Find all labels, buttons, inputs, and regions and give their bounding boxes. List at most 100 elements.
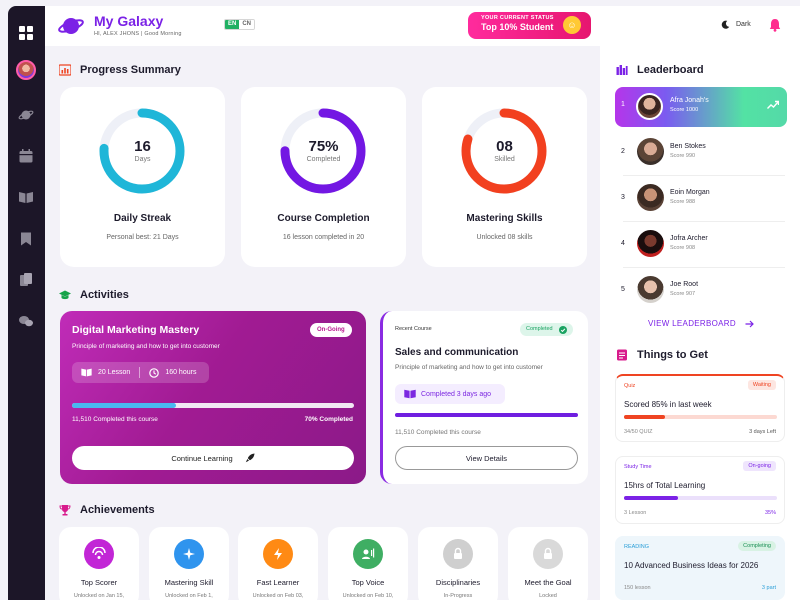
achievement-card[interactable]: Fast Learner Unlocked on Feb 03,	[238, 527, 318, 600]
voice-icon	[353, 539, 383, 569]
achievement-subtitle: Unlocked on Feb 1,	[165, 593, 213, 599]
achievement-title: Top Scorer	[80, 578, 118, 587]
recent-course-title: Sales and communication	[395, 347, 519, 358]
progress-card: 75% Completed Course Completion 16 lesson c…	[241, 87, 406, 267]
bar-chart-icon	[59, 64, 71, 76]
wifi-icon	[84, 539, 114, 569]
player-name: Joe Root	[670, 281, 699, 288]
achievement-card[interactable]: Top Scorer Unlocked on Jan 15,	[59, 527, 139, 600]
trending-up-icon	[767, 100, 779, 109]
view-details-button[interactable]: View Details	[395, 446, 578, 470]
goal-caption: Quiz	[624, 383, 636, 389]
arrow-right-icon	[745, 320, 754, 327]
check-circle-icon	[558, 325, 567, 334]
leaderboard-row-3[interactable]: 3 Eoin Morgan Score 988	[615, 180, 785, 225]
leaderboard-row-4[interactable]: 4 Jofra Archer Score 908	[615, 226, 785, 271]
achievement-subtitle: Locked	[539, 593, 557, 599]
theme-toggle[interactable]: Dark	[721, 20, 751, 29]
progress-ring-fill	[99, 108, 185, 194]
bell-icon[interactable]	[769, 18, 781, 32]
course-card-ongoing[interactable]: Digital Marketing Mastery Principle of m…	[60, 311, 366, 484]
divider	[139, 367, 141, 378]
progress-value: 08	[496, 138, 513, 155]
galaxy-logo-icon	[58, 18, 84, 34]
achievement-subtitle: Unlocked on Jan 15,	[73, 593, 125, 599]
rank: 3	[621, 194, 625, 201]
trophy-icon	[59, 505, 71, 516]
sidebar	[8, 6, 45, 600]
achievement-title: Mastering Skill	[164, 578, 214, 587]
player-score: Score 907	[670, 291, 696, 297]
hours-count: 160 hours	[165, 369, 197, 376]
avatar	[636, 93, 663, 120]
completed-badge: Completed	[520, 323, 573, 336]
player-name: Eoin Morgan	[670, 189, 710, 196]
achievement-subtitle: In-Progress	[443, 593, 473, 599]
completed-ago: Completed 3 days ago	[395, 384, 505, 404]
achievement-title: Fast Learner	[256, 578, 300, 587]
goal-progress-bar	[624, 415, 777, 419]
party-face-icon: ☺	[563, 16, 581, 34]
player-name: Ben Stokes	[670, 143, 706, 150]
goal-card-reading[interactable]: READING Completing 10 Advanced Business …	[615, 536, 785, 600]
planet-icon[interactable]	[17, 106, 35, 124]
goal-card-quiz[interactable]: Quiz Waiting Scored 85% in last week 34/…	[615, 374, 785, 442]
avatar	[637, 276, 664, 303]
divider	[623, 267, 785, 268]
book-open-icon[interactable]	[17, 188, 35, 206]
leaderboard-icon	[616, 65, 628, 75]
dashboard-icon[interactable]	[17, 24, 35, 42]
bookmark-icon[interactable]	[17, 230, 35, 248]
leaderboard-row-5[interactable]: 5 Joe Root Score 907	[615, 272, 785, 317]
course-card-recent[interactable]: Recent Course Completed Sales and commun…	[380, 311, 588, 484]
progress-ring	[99, 108, 185, 194]
achievement-title: Meet the Goal	[524, 578, 572, 587]
achievement-subtitle: Unlocked on Feb 10,	[342, 593, 394, 599]
calendar-icon[interactable]	[17, 147, 35, 165]
player-score: Score 988	[670, 199, 696, 205]
avatar[interactable]	[16, 60, 36, 80]
chat-icon[interactable]	[17, 312, 35, 330]
player-score: Score 990	[670, 153, 696, 159]
progress-ring	[280, 108, 366, 194]
theme-label: Dark	[736, 21, 751, 28]
rank: 1	[621, 101, 625, 108]
achievement-card[interactable]: Top Voice Unlocked on Feb 10,	[328, 527, 408, 600]
progress-card: 16 Days Daily Streak Personal best: 21 Days	[60, 87, 225, 267]
leaderboard-row-1[interactable]: 1 Afra Jonah's Score 1000	[615, 87, 787, 127]
progress-ring	[461, 108, 547, 194]
lang-en[interactable]: EN	[225, 20, 240, 29]
book-icon	[81, 368, 92, 377]
status-caption: YOUR CURRENT STATUS	[481, 15, 554, 21]
lang-cn[interactable]: CN	[239, 20, 255, 29]
achievement-card[interactable]: Meet the Goal Locked	[508, 527, 588, 600]
progress-summary-title: Progress Summary	[59, 64, 181, 76]
moon-icon	[721, 20, 730, 29]
clock-icon	[149, 367, 160, 378]
achievement-card[interactable]: Disciplinaries In-Progress	[418, 527, 498, 600]
achievement-card[interactable]: Mastering Skill Unlocked on Feb 1,	[149, 527, 229, 600]
progress-unit: Completed	[306, 156, 341, 163]
view-leaderboard-link[interactable]: VIEW LEADERBOARD	[648, 319, 754, 328]
progress-card-subtitle: Personal best: 21 Days	[106, 234, 179, 241]
lock-icon	[443, 539, 473, 569]
player-score: Score 908	[670, 245, 696, 251]
goal-caption: Study Time	[624, 464, 652, 470]
goal-card-study[interactable]: Study Time On-going 15hrs of Total Learn…	[615, 456, 785, 524]
clipboard-icon	[617, 349, 627, 361]
progress-card-title: Daily Streak	[113, 213, 172, 224]
progress-ring-fill	[461, 108, 547, 194]
header: My Galaxy HI, ALEX JHONS | Good Morning …	[45, 6, 800, 46]
achievement-subtitle: Unlocked on Feb 03,	[252, 593, 304, 599]
continue-learning-button[interactable]: Continue Learning	[72, 446, 354, 470]
progress-ring-fill	[280, 108, 366, 194]
leaderboard-row-2[interactable]: 2 Ben Stokes Score 990	[615, 134, 785, 179]
documents-icon[interactable]	[17, 271, 35, 289]
language-toggle[interactable]: EN CN	[224, 19, 256, 30]
progress-unit: Days	[134, 156, 151, 163]
course-title: Digital Marketing Mastery	[72, 324, 200, 336]
status-badge: On-Going	[310, 323, 352, 337]
player-name: Jofra Archer	[670, 235, 708, 242]
completed-count: 11,510 Completed this course	[72, 416, 158, 423]
player-name: Afra Jonah's	[670, 97, 709, 104]
